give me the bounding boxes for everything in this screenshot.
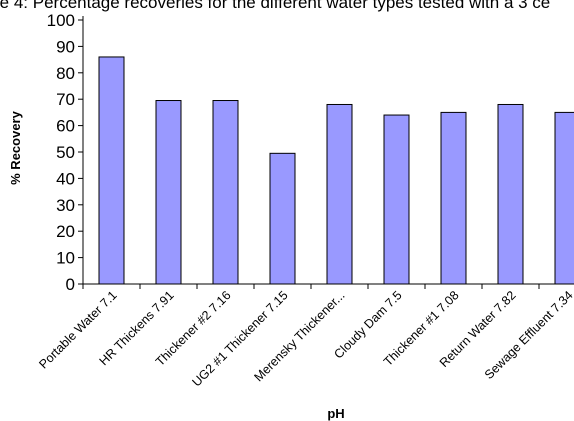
x-axis-title: pH	[327, 406, 344, 421]
y-tick-label: 60	[56, 117, 75, 136]
y-tick-label: 30	[56, 196, 75, 215]
bar-series	[98, 56, 574, 285]
clipped-caption-text: re 4: Percentage recoveries for the diff…	[0, 0, 550, 12]
bar	[440, 111, 467, 285]
y-tick-label: 0	[66, 275, 75, 294]
y-tick-label: 10	[56, 249, 75, 268]
x-axis-labels: Portable Water 7.1HR Thickens 7.91Thicke…	[36, 288, 574, 389]
bar	[554, 111, 574, 285]
bar	[155, 100, 182, 285]
y-axis-title: % Recovery	[8, 110, 23, 184]
y-tick-label: 90	[56, 37, 75, 56]
bar	[269, 152, 296, 285]
y-tick-label: 20	[56, 222, 75, 241]
bar	[497, 103, 524, 285]
y-tick-label: 80	[56, 64, 75, 83]
bar	[212, 100, 239, 285]
bar	[383, 114, 410, 285]
y-axis-ticks: 0 10 20 30 40 50 60 70 80 90 100	[47, 11, 83, 294]
bar	[326, 103, 353, 285]
y-tick-label: 100	[47, 11, 75, 30]
y-tick-label: 50	[56, 143, 75, 162]
x-category-label: UG2 #1 Thickener 7.15	[189, 288, 290, 389]
bar	[98, 56, 125, 285]
y-tick-label: 40	[56, 169, 75, 188]
y-tick-label: 70	[56, 90, 75, 109]
